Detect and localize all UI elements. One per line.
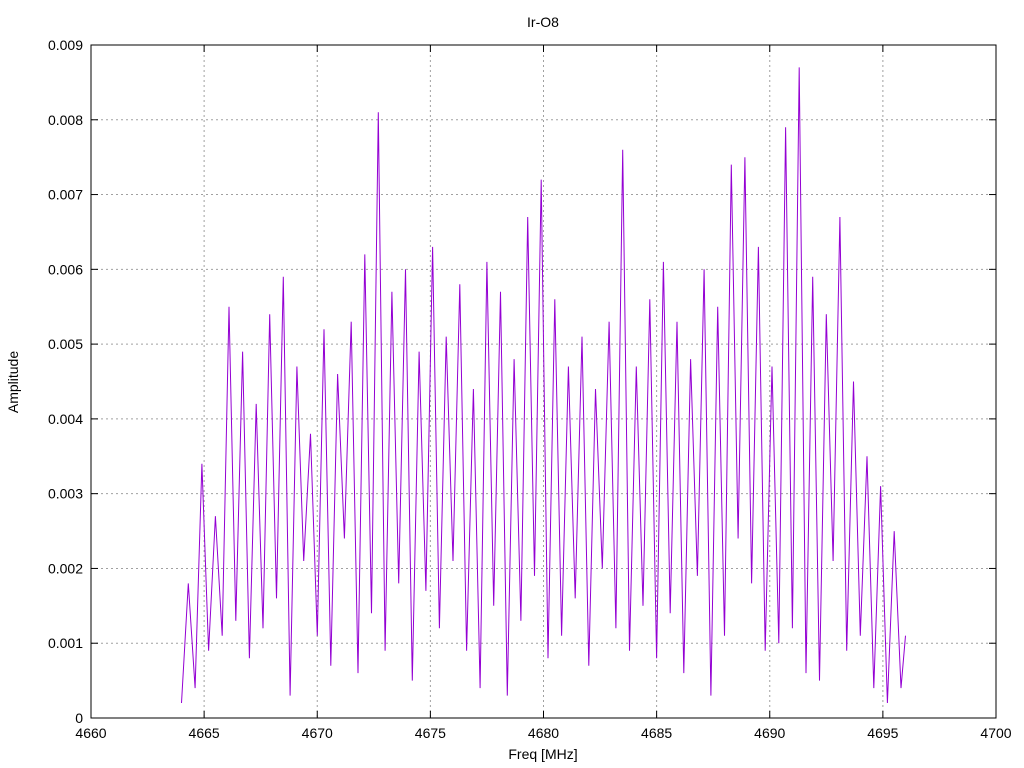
plot-frame — [90, 44, 997, 719]
y-tick-label: 0.006 — [48, 261, 83, 277]
x-tick-label: 4670 — [302, 725, 333, 741]
y-tick-label: 0.004 — [48, 411, 83, 427]
y-tick-label: 0.008 — [48, 112, 83, 128]
x-tick-label: 4680 — [528, 725, 559, 741]
y-tick-label: 0.002 — [48, 560, 83, 576]
y-tick-label: 0.005 — [48, 336, 83, 352]
x-axis-title: Freq [MHz] — [508, 746, 577, 762]
y-tick-label: 0.001 — [48, 635, 83, 651]
x-tick-label: 4685 — [641, 725, 672, 741]
y-tick-labels: 0 0.001 0.002 0.003 0.004 0.005 0.006 0.007 0.00… — [48, 37, 83, 726]
x-tick-label: 4665 — [189, 725, 220, 741]
y-axis-title: Amplitude — [5, 351, 21, 413]
x-tick-label: 4700 — [980, 725, 1011, 741]
x-tick-label: 4660 — [75, 725, 106, 741]
x-tick-label: 4675 — [415, 725, 446, 741]
data-series — [181, 67, 906, 704]
y-tick-label: 0.007 — [48, 187, 83, 203]
x-tick-label: 4695 — [867, 725, 898, 741]
chart-title: Ir-O8 — [527, 14, 559, 30]
x-tick-labels: 4660 4665 4670 4675 4680 4685 4690 4695 4700 — [75, 725, 1011, 741]
y-tick-label: 0.003 — [48, 486, 83, 502]
y-tick-label: 0 — [75, 710, 83, 726]
x-tick-label: 4690 — [754, 725, 785, 741]
grid-lines — [91, 45, 996, 718]
y-tick-label: 0.009 — [48, 37, 83, 53]
series-line — [181, 67, 906, 704]
